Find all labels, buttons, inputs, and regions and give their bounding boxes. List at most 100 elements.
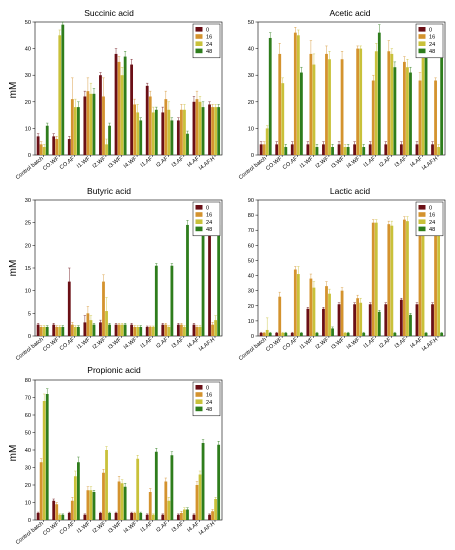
y-tick-label: 20 xyxy=(25,100,31,106)
bar xyxy=(123,486,127,520)
x-tick-label: Control batch xyxy=(15,156,45,181)
bar xyxy=(70,99,74,155)
bar xyxy=(201,107,205,155)
x-tick-label: I4.AF.H xyxy=(421,156,439,172)
x-tick-label: I4.AF.H xyxy=(198,156,216,172)
y-tick-label: 40 xyxy=(248,274,254,280)
legend-label: 0 xyxy=(206,205,209,211)
y-tick-label: 30 xyxy=(248,289,254,295)
bar xyxy=(399,144,403,155)
bar xyxy=(73,476,77,520)
chart-title: Butyric acid xyxy=(87,186,131,196)
bar xyxy=(92,492,96,520)
x-tick-label: I1.AF xyxy=(363,336,378,349)
y-axis-label: mM xyxy=(8,260,19,277)
y-tick-label: 5 xyxy=(28,311,31,317)
chart-acetic-acid: Acetic acid 0 10 20 30 40 50 Control batchCO.W… xyxy=(238,8,446,181)
bar xyxy=(42,401,46,520)
bar xyxy=(403,61,406,155)
bar xyxy=(356,48,360,155)
bar xyxy=(328,293,331,336)
bar xyxy=(315,147,319,155)
bar xyxy=(105,450,108,520)
legend-swatch xyxy=(195,219,203,224)
bar xyxy=(130,64,134,155)
bar xyxy=(139,120,143,155)
bar xyxy=(161,324,165,336)
bar xyxy=(67,139,71,155)
bar xyxy=(145,85,149,155)
bar xyxy=(195,326,199,336)
bar xyxy=(368,304,372,336)
x-tick-label: I2.AF xyxy=(378,155,393,168)
bar xyxy=(371,80,375,155)
bar xyxy=(89,93,93,155)
bar xyxy=(92,93,96,155)
y-tick-label: 90 xyxy=(248,198,254,204)
bar xyxy=(293,269,297,336)
bar xyxy=(170,455,174,520)
x-tick-label: I4.WF xyxy=(123,336,139,350)
y-tick-label: 50 xyxy=(248,258,254,264)
bar xyxy=(198,326,202,336)
bar xyxy=(399,299,403,336)
bar xyxy=(296,274,300,336)
bar xyxy=(120,75,124,155)
y-tick-label: 20 xyxy=(25,483,31,489)
bar xyxy=(362,147,366,155)
bar xyxy=(45,326,49,336)
bar xyxy=(353,304,357,336)
x-tick-label: CO.AF xyxy=(59,155,77,171)
bar xyxy=(362,332,366,336)
x-tick-label: I4.AF.H xyxy=(198,337,216,353)
bar xyxy=(374,51,378,156)
bar xyxy=(437,147,441,155)
x-tick-label: I2.AF xyxy=(155,155,170,168)
bar xyxy=(58,514,62,520)
bar xyxy=(89,490,93,520)
bar xyxy=(45,394,49,520)
bar xyxy=(337,144,341,155)
x-tick-label: I2.WF xyxy=(92,520,108,534)
bar xyxy=(312,64,316,155)
x-tick-label: I3.WF xyxy=(107,155,123,169)
legend-swatch xyxy=(195,392,203,397)
x-tick-label: I4.WF xyxy=(123,520,139,534)
bar xyxy=(70,324,74,336)
y-tick-label: 0 xyxy=(251,334,254,340)
bar xyxy=(374,222,378,336)
bar xyxy=(164,99,168,155)
legend-label: 48 xyxy=(206,49,212,55)
x-tick-label: CO.WF xyxy=(265,155,284,172)
y-tick-label: 50 xyxy=(25,431,31,437)
x-tick-label: I1.AF xyxy=(363,155,378,168)
bar xyxy=(208,104,211,155)
x-tick-label: I4.WF xyxy=(346,336,362,350)
bar xyxy=(183,326,186,336)
bar xyxy=(55,139,59,155)
bar xyxy=(161,514,165,520)
bar xyxy=(86,313,90,336)
bar xyxy=(201,443,205,520)
bar xyxy=(337,304,341,336)
bar xyxy=(406,67,409,155)
bar xyxy=(387,224,391,336)
bar xyxy=(434,80,437,155)
x-tick-label: I3.WF xyxy=(107,336,123,350)
legend-label: 24 xyxy=(206,42,212,48)
bar xyxy=(148,492,152,520)
legend-swatch xyxy=(195,48,203,54)
y-tick-label: 20 xyxy=(248,304,254,310)
legend-swatch xyxy=(195,385,203,390)
y-tick-label: 80 xyxy=(25,378,31,384)
y-tick-label: 30 xyxy=(25,466,31,472)
x-tick-label: I3.AF xyxy=(171,336,186,349)
y-axis-label: mM xyxy=(8,445,19,462)
x-tick-label: I1.WF xyxy=(299,155,315,169)
bar xyxy=(167,109,171,155)
legend-swatch xyxy=(195,34,203,39)
bar xyxy=(262,332,266,336)
x-tick-label: I4.WF xyxy=(123,155,139,169)
bar xyxy=(164,324,168,336)
